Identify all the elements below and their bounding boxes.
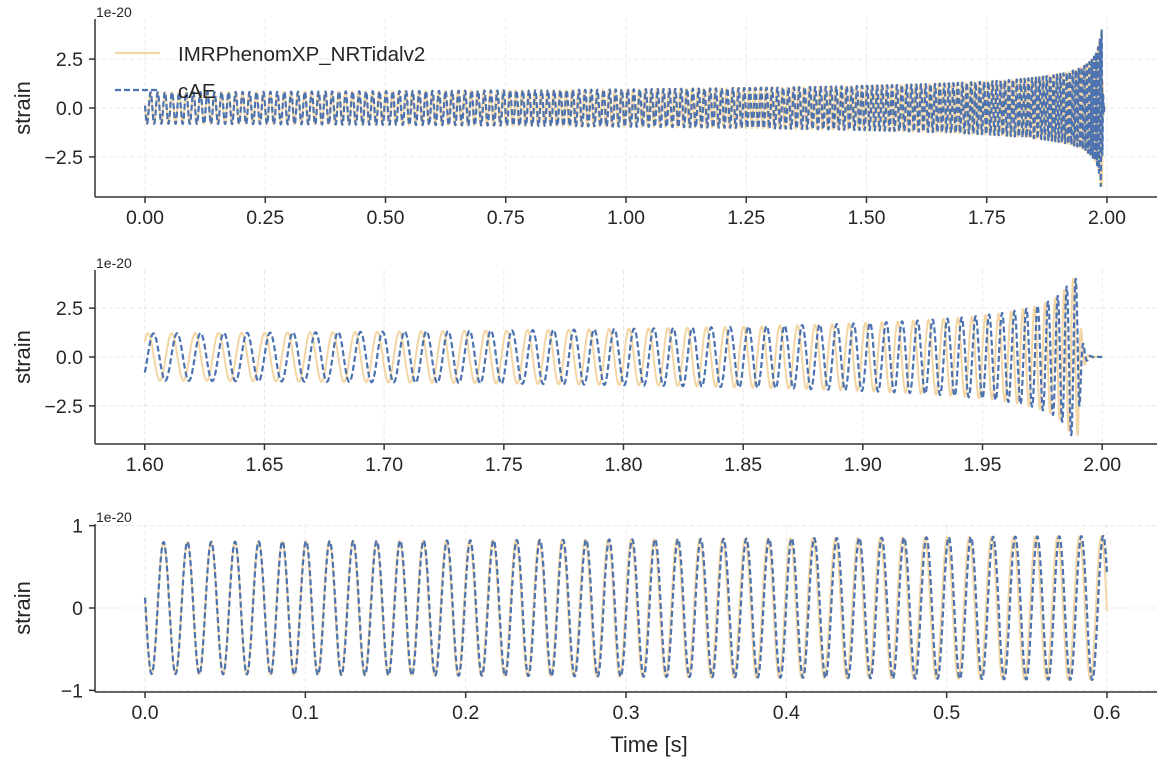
series-line-cae (143, 534, 1109, 682)
x-tick-label: 0.0 (131, 702, 158, 724)
x-tick-label: 0.2 (452, 702, 479, 724)
subplot-2: 1.60 1.65 1.70 1.75 1.80 1.85 1.90 1.95 2.00 −2.5… (10, 255, 1157, 476)
y-tick-label: 0.0 (56, 347, 83, 369)
y-tick-label: −2.5 (45, 147, 84, 169)
x-tick-label: 1.80 (605, 454, 643, 476)
y-axis-label: strain (10, 81, 35, 135)
x-tick-label: 1.85 (724, 454, 762, 476)
x-axis-label: Time [s] (610, 732, 687, 757)
series-line-cae (143, 277, 1104, 437)
x-tick-label: 0.25 (246, 207, 284, 229)
x-tick-label: 2.00 (1083, 454, 1121, 476)
x-tick-label: 0.5 (933, 702, 960, 724)
x-tick-label: 1.00 (607, 207, 645, 229)
x-tick-label: 1.70 (365, 454, 403, 476)
offset-text: 1e-20 (96, 509, 132, 525)
x-tick-label: 0.50 (367, 207, 405, 229)
offset-text: 1e-20 (96, 255, 132, 271)
y-tick-label: 2.5 (56, 298, 83, 320)
x-tick-label: 1.65 (245, 454, 283, 476)
subplot-3: 0.0 0.1 0.2 0.3 0.4 0.5 0.6 −1 0 1 1e-20 strain Time… (10, 509, 1157, 757)
y-tick-label: 0.0 (56, 98, 83, 120)
x-tick-label: 1.25 (727, 207, 765, 229)
x-tick-label: 1.50 (848, 207, 886, 229)
x-tick-label: 1.90 (844, 454, 882, 476)
legend-label: cAE (178, 80, 216, 103)
legend: IMRPhenomXP_NRTidalv2 cAE (115, 43, 425, 103)
x-tick-label: 0.00 (126, 207, 164, 229)
x-tick-label: 0.4 (773, 702, 800, 724)
y-tick-label: 1 (72, 516, 83, 538)
subplot-1: 0.00 0.25 0.50 0.75 1.00 1.25 1.50 1.75 2.00 −2.5… (10, 4, 1157, 229)
legend-label: IMRPhenomXP_NRTidalv2 (178, 43, 425, 66)
y-tick-label: −2.5 (45, 396, 84, 418)
series-line-cae (143, 29, 1106, 188)
y-tick-label: 2.5 (56, 49, 83, 71)
y-tick-label: 0 (72, 598, 83, 620)
x-tick-label: 1.60 (126, 454, 164, 476)
x-tick-label: 1.75 (485, 454, 523, 476)
y-axis-label: strain (10, 330, 35, 384)
series-line-imrphenomxp-nrtidalv2 (143, 277, 1103, 437)
x-tick-label: 0.6 (1093, 702, 1120, 724)
x-tick-label: 1.75 (968, 207, 1006, 229)
y-tick-label: −1 (61, 680, 83, 702)
offset-text: 1e-20 (96, 4, 132, 20)
x-tick-label: 0.75 (487, 207, 525, 229)
x-tick-label: 2.00 (1088, 207, 1126, 229)
x-tick-label: 1.95 (964, 454, 1002, 476)
x-tick-label: 0.3 (612, 702, 639, 724)
y-axis-label: strain (10, 581, 35, 635)
x-tick-label: 0.1 (292, 702, 319, 724)
